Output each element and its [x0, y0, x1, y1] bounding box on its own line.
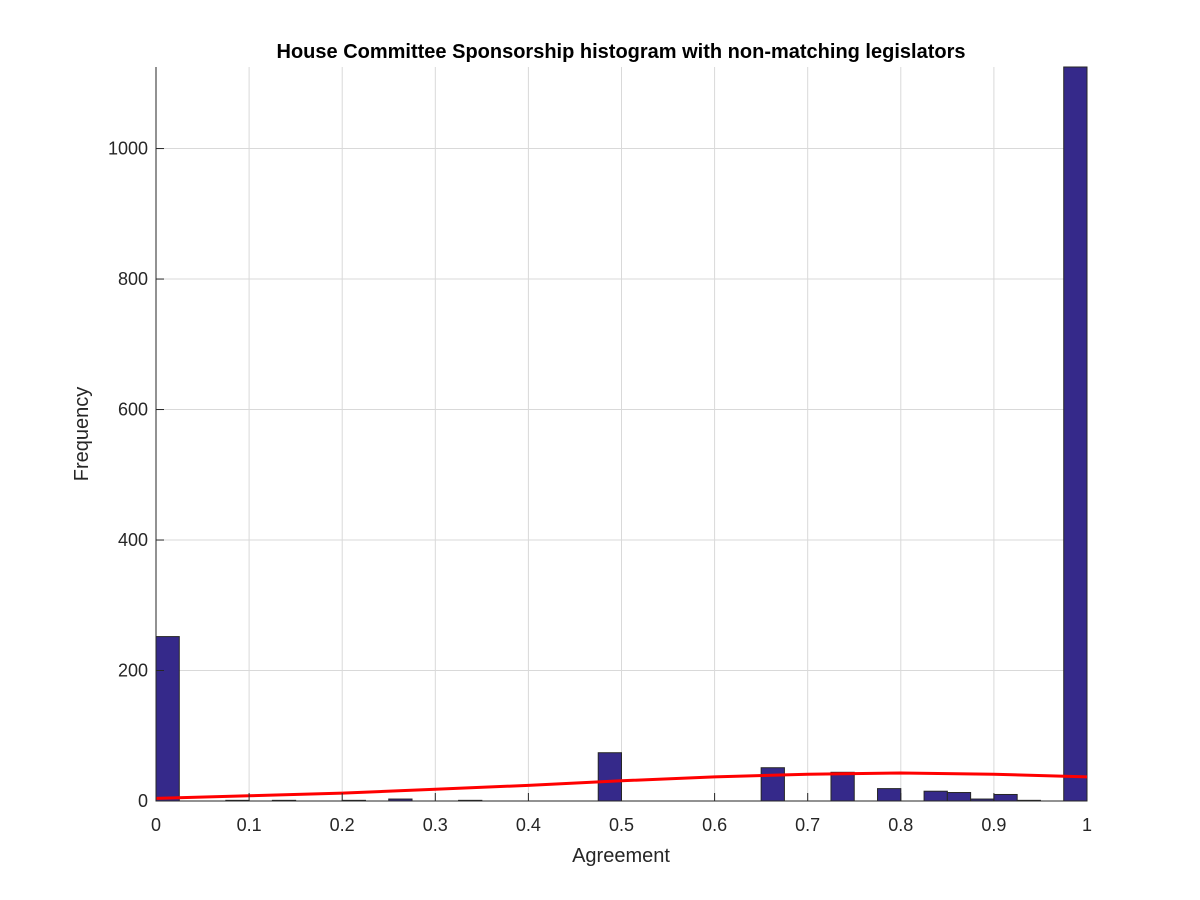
x-tick-label: 0.1: [237, 815, 262, 835]
histogram-bar: [877, 788, 902, 802]
chart-title: House Committee Sponsorship histogram wi…: [277, 41, 966, 63]
x-tick-label: 0.8: [888, 815, 913, 835]
plot-area: 0 0.1 0.2 0.3 0.4 0.5 0.6 0.7 0.8 0.9 1 0 200 400 600 8…: [108, 66, 1092, 835]
y-tick-label: 600: [118, 400, 148, 420]
y-axis-label: Frequency: [71, 387, 93, 482]
x-axis-label: Agreement: [572, 845, 670, 867]
histogram-bar: [946, 792, 972, 802]
histogram-bar: [830, 771, 855, 802]
y-tick-label: 200: [118, 661, 148, 681]
histogram-bar: [1063, 66, 1088, 802]
x-tick-label: 0.7: [795, 815, 820, 835]
y-tick-label: 1000: [108, 139, 148, 159]
x-tick-label: 0.2: [330, 815, 355, 835]
x-tick-label: 0.5: [609, 815, 634, 835]
y-tick-label: 800: [118, 269, 148, 289]
y-tick-label: 400: [118, 530, 148, 550]
histogram-bar: [760, 767, 785, 802]
fit-curve-line: [155, 771, 1088, 800]
x-tick-label: 0: [151, 815, 161, 835]
x-tick-label: 1: [1082, 815, 1092, 835]
x-tick-label: 0.6: [702, 815, 727, 835]
histogram-bar: [597, 752, 622, 802]
histogram-bar: [923, 790, 948, 802]
x-tick-label: 0.4: [516, 815, 541, 835]
y-tick-label: 0: [138, 791, 148, 811]
histogram-bar: [993, 793, 1018, 802]
x-tick-label: 0.3: [423, 815, 448, 835]
x-tick-label: 0.9: [981, 815, 1006, 835]
histogram-bar: [155, 636, 180, 802]
